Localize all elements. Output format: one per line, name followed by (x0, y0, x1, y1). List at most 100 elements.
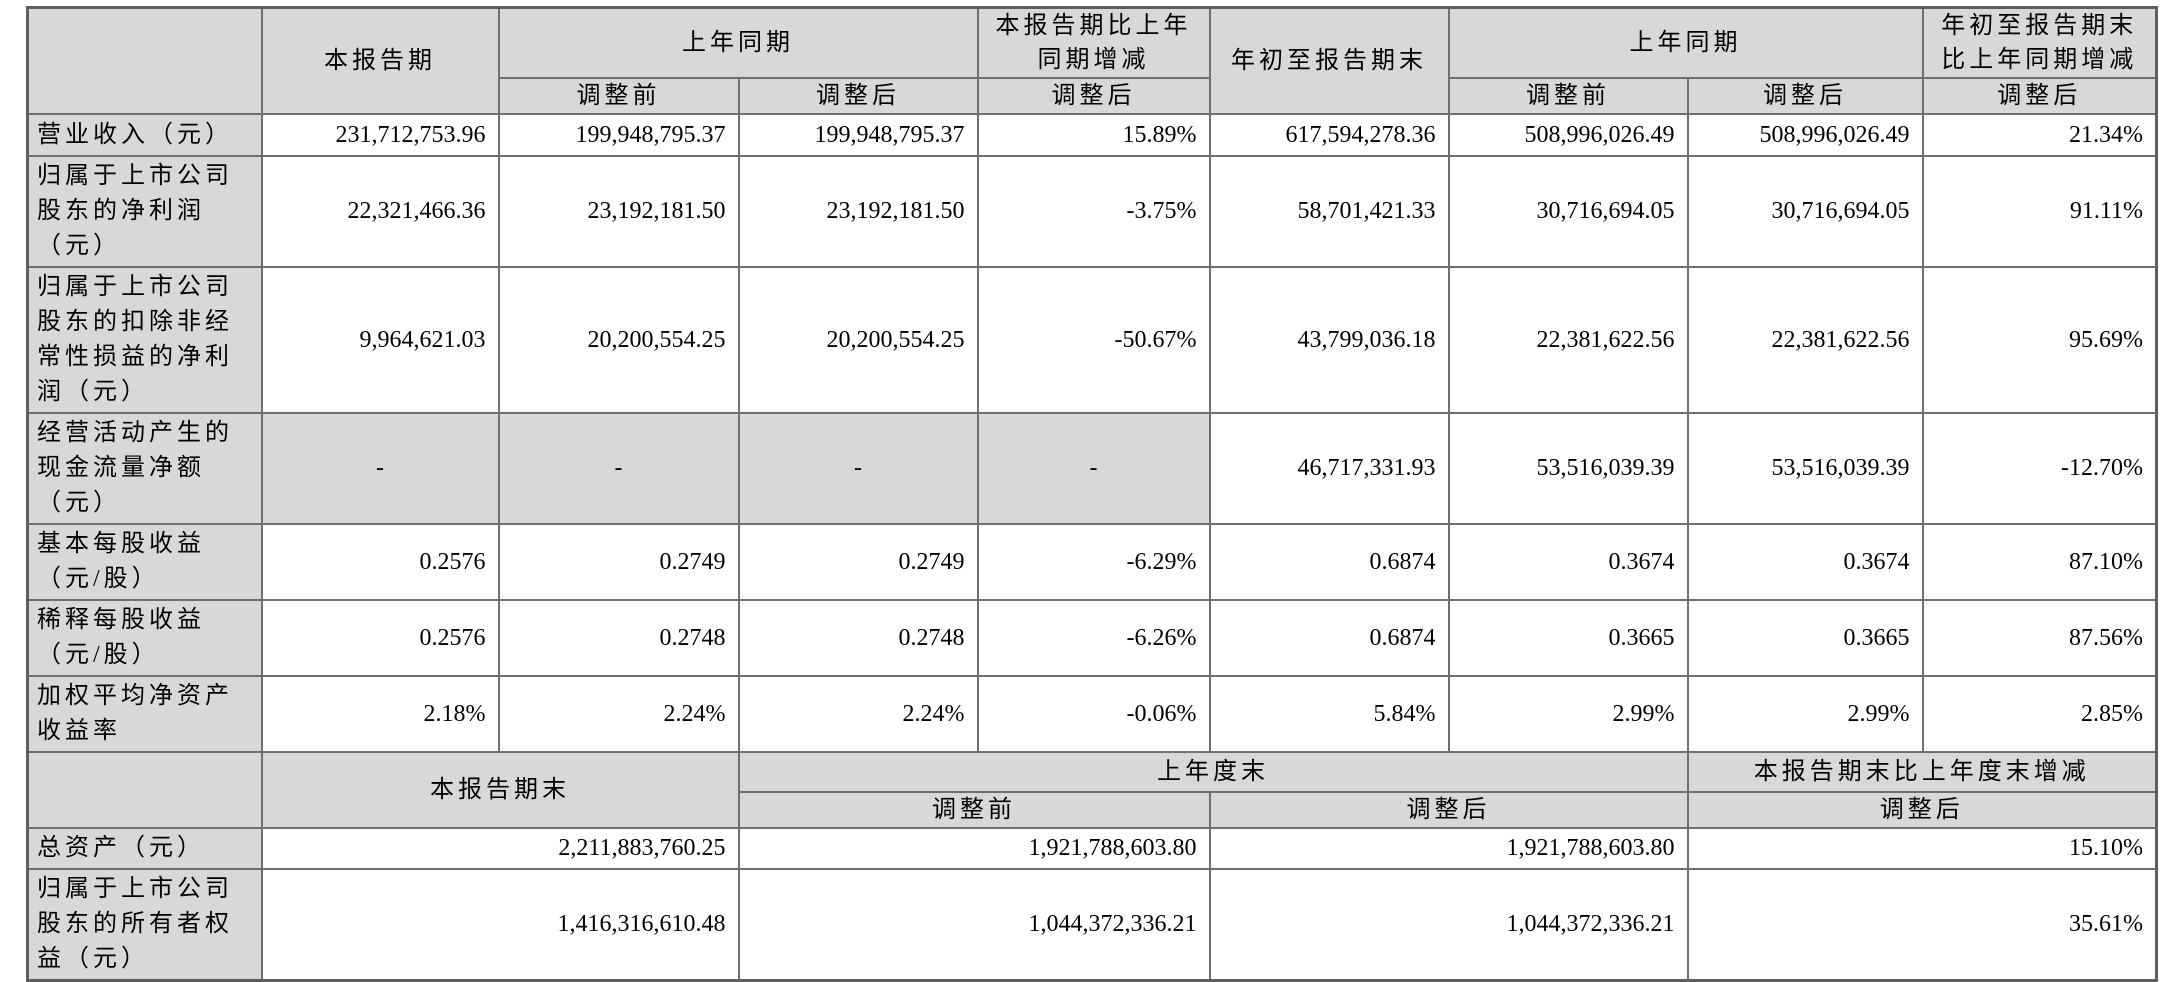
value-cell: 20,200,554.25 (497, 266, 740, 414)
value-cell: 23,192,181.50 (497, 155, 740, 268)
header-ytd-change: 年初至报告期末比上年同期增减 (1921, 6, 2158, 79)
row-net-profit: 归属于上市公司股东的净利润（元） 22,321,466.36 23,192,18… (26, 155, 2158, 268)
value-cell: 2.18% (260, 675, 500, 753)
value-cell: 1,416,316,610.48 (260, 868, 740, 982)
value-cell: 2.99% (1686, 675, 1924, 753)
header-corner-cell (26, 6, 263, 115)
value-cell: -50.67% (976, 266, 1211, 414)
value-cell: 87.10% (1921, 523, 2158, 601)
header2-row-1: 本报告期末 上年度末 本报告期末比上年度末增减 (26, 751, 2158, 829)
value-cell: 2,211,883,760.25 (260, 827, 740, 870)
value-cell: 23,192,181.50 (737, 155, 979, 268)
value-cell: 231,712,753.96 (260, 113, 500, 157)
subheader-after-adjust: 调整后 (1921, 77, 2158, 115)
value-cell: 1,044,372,336.21 (1208, 868, 1689, 982)
value-cell: 2.99% (1447, 675, 1689, 753)
subheader-after-adjust: 调整后 (1686, 791, 2158, 829)
value-cell: 0.2576 (260, 523, 500, 601)
value-cell: 0.3674 (1686, 523, 1924, 601)
subheader-after-adjust: 调整后 (737, 77, 979, 115)
header-current-period: 本报告期 (260, 6, 500, 115)
metric-label: 基本每股收益（元/股） (26, 523, 263, 601)
value-cell: 0.2749 (737, 523, 979, 601)
subheader-after-adjust: 调整后 (976, 77, 1211, 115)
header2-period-end-change: 本报告期末比上年度末增减 (1686, 751, 2158, 793)
value-cell: 0.3674 (1447, 523, 1689, 601)
value-cell: 508,996,026.49 (1447, 113, 1689, 157)
metric-label: 归属于上市公司股东的扣除非经常性损益的净利润（元） (26, 266, 263, 414)
financial-summary-table: 本报告期 上年同期 本报告期比上年同期增减 年初至报告期末 上年同期 年初至报告… (26, 6, 2158, 982)
value-cell: 43,799,036.18 (1208, 266, 1450, 414)
header-ytd: 年初至报告期末 (1208, 6, 1450, 115)
value-cell: 58,701,421.33 (1208, 155, 1450, 268)
value-cell: 9,964,621.03 (260, 266, 500, 414)
value-cell: 0.6874 (1208, 599, 1450, 677)
metric-label: 经营活动产生的现金流量净额（元） (26, 412, 263, 525)
value-cell: 87.56% (1921, 599, 2158, 677)
header2-corner-cell (26, 751, 263, 829)
value-cell: 53,516,039.39 (1686, 412, 1924, 525)
header-period-change: 本报告期比上年同期增减 (976, 6, 1211, 79)
subheader-after-adjust: 调整后 (1686, 77, 1924, 115)
value-cell: 30,716,694.05 (1686, 155, 1924, 268)
metric-label: 归属于上市公司股东的所有者权益（元） (26, 868, 263, 982)
value-cell: 53,516,039.39 (1447, 412, 1689, 525)
value-cell: 617,594,278.36 (1208, 113, 1450, 157)
metric-label: 归属于上市公司股东的净利润（元） (26, 155, 263, 268)
value-cell: 46,717,331.93 (1208, 412, 1450, 525)
value-cell: 0.2748 (497, 599, 740, 677)
value-cell: 2.24% (497, 675, 740, 753)
value-cell: - (976, 412, 1211, 525)
value-cell: 5.84% (1208, 675, 1450, 753)
value-cell: 2.24% (737, 675, 979, 753)
value-cell: 1,044,372,336.21 (737, 868, 1211, 982)
row-operating-cash-flow: 经营活动产生的现金流量净额（元） - - - - 46,717,331.93 5… (26, 412, 2158, 525)
row-operating-revenue: 营业收入（元） 231,712,753.96 199,948,795.37 19… (26, 113, 2158, 157)
value-cell: 2.85% (1921, 675, 2158, 753)
row-owners-equity: 归属于上市公司股东的所有者权益（元） 1,416,316,610.48 1,04… (26, 868, 2158, 982)
metric-label: 稀释每股收益（元/股） (26, 599, 263, 677)
value-cell: 0.2749 (497, 523, 740, 601)
value-cell: -6.29% (976, 523, 1211, 601)
value-cell: 21.34% (1921, 113, 2158, 157)
value-cell: 199,948,795.37 (737, 113, 979, 157)
value-cell: - (497, 412, 740, 525)
value-cell: 0.3665 (1447, 599, 1689, 677)
value-cell: 1,921,788,603.80 (737, 827, 1211, 870)
value-cell: 15.10% (1686, 827, 2158, 870)
metric-label: 总资产（元） (26, 827, 263, 870)
value-cell: 0.3665 (1686, 599, 1924, 677)
value-cell: 0.2748 (737, 599, 979, 677)
value-cell: -3.75% (976, 155, 1211, 268)
row-total-assets: 总资产（元） 2,211,883,760.25 1,921,788,603.80… (26, 827, 2158, 870)
value-cell: 22,381,622.56 (1686, 266, 1924, 414)
header-prior-ytd: 上年同期 (1447, 6, 1924, 79)
value-cell: 35.61% (1686, 868, 2158, 982)
value-cell: -0.06% (976, 675, 1211, 753)
header2-row-2: 调整前 调整后 调整后 (28, 791, 2158, 829)
subheader-before-adjust: 调整前 (497, 77, 740, 115)
header-prior-period: 上年同期 (497, 6, 979, 79)
metric-label: 营业收入（元） (26, 113, 263, 157)
value-cell: - (737, 412, 979, 525)
value-cell: 30,716,694.05 (1447, 155, 1689, 268)
subheader-before-adjust: 调整前 (1447, 77, 1689, 115)
value-cell: - (260, 412, 500, 525)
value-cell: -12.70% (1921, 412, 2158, 525)
subheader-after-adjust: 调整后 (1208, 791, 1689, 829)
metric-label: 加权平均净资产收益率 (26, 675, 263, 753)
value-cell: 199,948,795.37 (497, 113, 740, 157)
value-cell: 1,921,788,603.80 (1208, 827, 1689, 870)
value-cell: 15.89% (976, 113, 1211, 157)
value-cell: 0.2576 (260, 599, 500, 677)
header-row-1: 本报告期 上年同期 本报告期比上年同期增减 年初至报告期末 上年同期 年初至报告… (26, 6, 2158, 115)
header2-prior-year-end: 上年度末 (737, 751, 1689, 793)
row-net-profit-excl-nonrecurring: 归属于上市公司股东的扣除非经常性损益的净利润（元） 9,964,621.03 2… (26, 266, 2158, 414)
subheader-before-adjust: 调整前 (737, 791, 1211, 829)
row-basic-eps: 基本每股收益（元/股） 0.2576 0.2749 0.2749 -6.29% … (26, 523, 2158, 601)
row-weighted-average-roe: 加权平均净资产收益率 2.18% 2.24% 2.24% -0.06% 5.84… (26, 675, 2158, 753)
value-cell: 22,321,466.36 (260, 155, 500, 268)
value-cell: 91.11% (1921, 155, 2158, 268)
header2-period-end: 本报告期末 (260, 751, 740, 829)
value-cell: 0.6874 (1208, 523, 1450, 601)
